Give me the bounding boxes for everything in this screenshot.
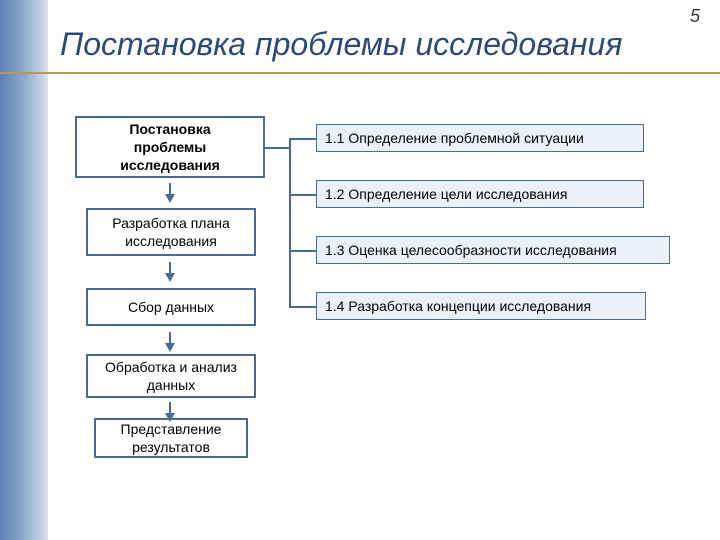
left-decoration-border	[0, 0, 48, 540]
page-title: Постановка проблемы исследования	[60, 26, 622, 63]
connector-branch-3	[291, 306, 316, 308]
main-step-3: Обработка и анализданных	[86, 354, 256, 398]
title-underline	[0, 72, 720, 74]
page-number: 5	[690, 6, 700, 27]
down-arrow-3	[163, 402, 177, 416]
connector-branch-0	[291, 138, 316, 140]
main-step-2: Сбор данных	[86, 288, 256, 326]
down-arrow-1	[163, 262, 177, 276]
connector-main-horizontal	[265, 147, 289, 149]
main-step-1: Разработка планаисследования	[86, 208, 256, 256]
detail-step-0: 1.1 Определение проблемной ситуации	[316, 124, 644, 152]
main-step-0: Постановкапроблемыисследования	[75, 116, 265, 178]
detail-step-3: 1.4 Разработка концепции исследования	[316, 292, 646, 320]
main-step-4: Представлениерезультатов	[94, 418, 248, 458]
detail-step-2: 1.3 Оценка целесообразности исследования	[316, 236, 670, 264]
down-arrow-0	[163, 183, 177, 197]
detail-step-1: 1.2 Определение цели исследования	[316, 180, 644, 208]
connector-branch-1	[291, 194, 316, 196]
connector-branch-2	[291, 250, 316, 252]
down-arrow-2	[163, 332, 177, 346]
connector-vertical	[289, 138, 291, 308]
